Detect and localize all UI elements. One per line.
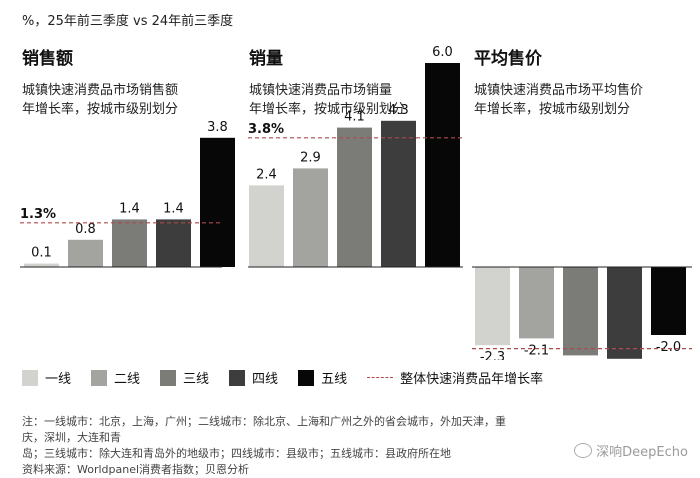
legend-item-tier2: 二线 (91, 368, 140, 387)
bar-tier2 (519, 267, 554, 339)
watermark: 深响DeepEcho (574, 441, 688, 460)
bar-tier3 (337, 127, 372, 267)
legend-label-tier1: 一线 (45, 372, 72, 387)
panel-desc-price: 城镇快速消费品市场平均售价 年增长率，按城市级别划分 (474, 81, 674, 119)
legend-swatch-tier5 (298, 369, 315, 386)
legend-item-tier1: 一线 (22, 368, 71, 387)
panel-title-sales: 销售额 (22, 49, 73, 69)
benchmark-label: 3.8% (248, 122, 284, 137)
legend: 一线 二线 三线 四线 五线 整体快速消费品年增长率 (22, 368, 563, 387)
bar-tier5 (425, 63, 460, 267)
value-label-tier2: 0.8 (75, 222, 96, 237)
weibo-icon (574, 443, 593, 458)
legend-swatch-tier3 (160, 369, 177, 386)
legend-label-tier3: 三线 (183, 372, 210, 387)
watermark-text: 深响DeepEcho (596, 445, 688, 460)
value-label-tier5: 3.8 (207, 120, 228, 135)
legend-label-benchmark: 整体快速消费品年增长率 (400, 372, 544, 387)
footnote-line: 岛；三线城市：除大连和青岛外的地级市；四线城市：县级市；五线城市：县政府所在地 (22, 447, 451, 460)
bar-tier4 (156, 219, 191, 267)
panel-title-volume: 销量 (249, 49, 283, 69)
legend-item-tier3: 三线 (160, 368, 209, 387)
value-label-tier1: -2.3 (480, 350, 505, 360)
panel-desc-line: 城镇快速消费品市场销量 (249, 83, 393, 98)
panel-desc-volume: 城镇快速消费品市场销量 年增长率，按城市级别划分 (249, 81, 449, 119)
value-label-tier1: 2.4 (256, 167, 277, 182)
bar-tier3 (563, 267, 598, 356)
legend-label-tier5: 五线 (321, 372, 348, 387)
footnote-line: 注：一线城市：北京，上海，广州；二线城市：除北京、上海和广州之外的省会城市，外加… (22, 415, 506, 444)
footnotes: 注：一线城市：北京，上海，广州；二线城市：除北京、上海和广州之外的省会城市，外加… (22, 414, 522, 478)
bar-tier4 (381, 120, 416, 267)
legend-item-benchmark: 整体快速消费品年增长率 (367, 368, 543, 387)
legend-label-tier4: 四线 (252, 372, 279, 387)
legend-item-tier5: 五线 (298, 368, 347, 387)
bar-tier5 (651, 267, 686, 335)
panel-desc-line: 年增长率，按城市级别划分 (474, 102, 631, 117)
legend-swatch-tier4 (229, 369, 246, 386)
panel-desc-line: 年增长率，按城市级别划分 (249, 102, 406, 117)
legend-item-tier4: 四线 (229, 368, 278, 387)
bar-tier1 (475, 267, 510, 346)
legend-swatch-tier1 (22, 369, 38, 386)
panel-head-price: 平均售价 城镇快速消费品市场平均售价 年增长率，按城市级别划分 (474, 44, 694, 119)
value-label-tier1: 0.1 (31, 246, 52, 261)
panel-head-volume: 销量 城镇快速消费品市场销量 年增长率，按城市级别划分 (249, 44, 469, 119)
panel-desc-line: 城镇快速消费品市场销售额 (22, 83, 179, 98)
chart-subtitle: %，25年前三季度 vs 24年前三季度 (22, 14, 234, 29)
footnote-source: 资料来源：Worldpanel消费者指数；贝恩分析 (22, 463, 250, 476)
panel-desc-sales: 城镇快速消费品市场销售额 年增长率，按城市级别划分 (22, 81, 222, 119)
panel-desc-line: 年增长率，按城市级别划分 (22, 102, 179, 117)
bar-tier1 (24, 263, 59, 267)
legend-label-tier2: 二线 (114, 372, 141, 387)
value-label-tier2: 2.9 (300, 150, 321, 165)
benchmark-label: 1.3% (20, 207, 56, 222)
bar-tier1 (249, 185, 284, 267)
bar-tier5 (200, 137, 235, 267)
bar-tier3 (112, 219, 147, 267)
legend-swatch-tier2 (91, 369, 108, 386)
value-label-tier3: 4.1 (344, 110, 365, 125)
value-label-tier4: 1.4 (163, 201, 184, 216)
bar-tier2 (293, 168, 328, 267)
value-label-tier5: 6.0 (432, 45, 453, 60)
value-label-tier3: 1.4 (119, 201, 140, 216)
legend-swatch-benchmark (367, 377, 394, 378)
panel-desc-line: 城镇快速消费品市场平均售价 (474, 83, 644, 98)
value-label-tier5: -2.0 (656, 340, 681, 355)
value-label-tier2: -2.1 (524, 343, 549, 358)
bar-tier4 (607, 267, 642, 359)
bar-charts: 0.1 0.8 1.4 1.4 3.8 1.3% 2.4 2.9 4.1 4.3 6.0 3.8% -2… (20, 45, 692, 360)
panel-head-sales: 销售额 城镇快速消费品市场销售额 年增长率，按城市级别划分 (22, 44, 242, 119)
bar-tier2 (68, 239, 103, 267)
value-label-tier4: 4.3 (388, 103, 409, 118)
panel-title-price: 平均售价 (474, 49, 542, 69)
